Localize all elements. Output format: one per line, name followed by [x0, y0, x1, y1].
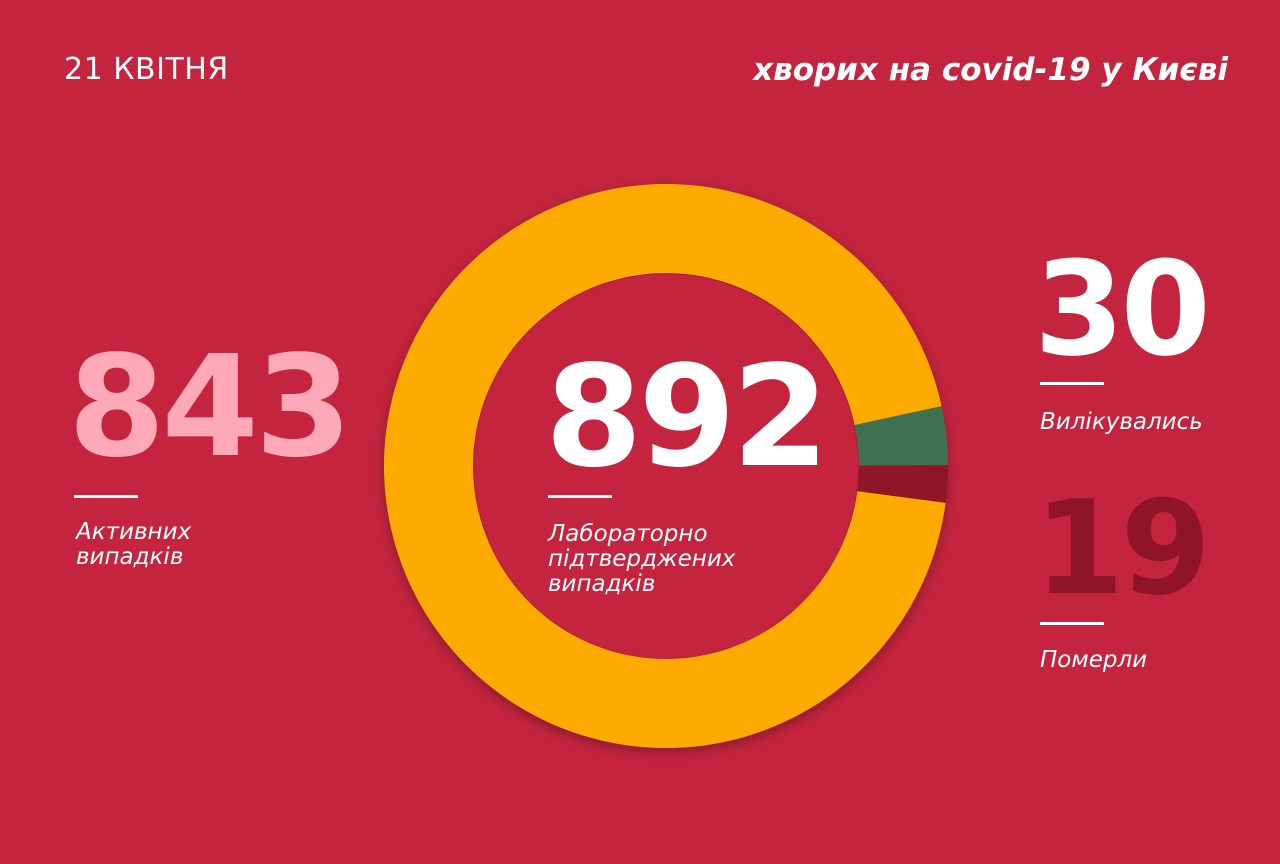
deaths-divider — [1040, 622, 1104, 625]
donut-slice-recovered — [854, 406, 948, 466]
recovered-label-line: Вилікувались — [1040, 409, 1203, 435]
active-cases-label-line: Активних — [76, 519, 192, 545]
donut-slice-deaths — [857, 465, 948, 503]
active-cases-label-line: випадків — [76, 544, 184, 570]
deaths-label-line: Померли — [1040, 647, 1148, 673]
donut-hole — [474, 274, 858, 658]
active-cases-value: 843 — [68, 326, 352, 489]
deaths-value: 19 — [1034, 472, 1211, 624]
confirmed-cases-divider — [548, 495, 612, 498]
recovered-value: 30 — [1034, 233, 1211, 385]
recovered-divider — [1040, 382, 1104, 385]
deaths-label: Померли — [1040, 648, 1147, 673]
active-cases-label: Активних випадків — [76, 520, 191, 570]
active-cases-divider — [74, 495, 138, 498]
confirmed-cases-value: 892 — [545, 336, 829, 499]
confirmed-cases-label-line: Лабораторно — [548, 521, 708, 547]
date-label: 21 КВІТНЯ — [64, 52, 229, 87]
confirmed-cases-label-line: випадків — [548, 571, 656, 597]
confirmed-cases-label: Лабораторно підтверджених випадків — [548, 522, 735, 597]
recovered-label: Вилікувались — [1040, 410, 1203, 435]
headline: хворих на covid-19 у Києві — [753, 52, 1228, 88]
confirmed-cases-label-line: підтверджених — [548, 546, 736, 572]
donut-slice-active — [383, 183, 946, 748]
